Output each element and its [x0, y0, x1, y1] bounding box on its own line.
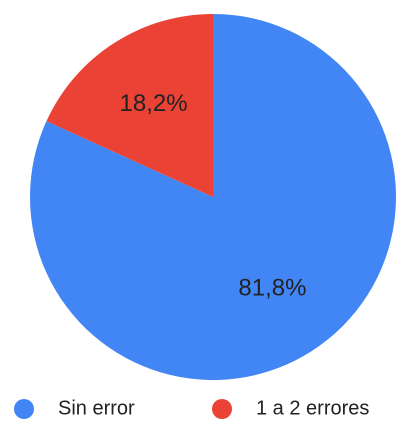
- slice-label: 81,8%: [238, 275, 306, 302]
- legend-swatch: [212, 399, 232, 419]
- legend-label: Sin error: [58, 397, 135, 419]
- legend-swatch: [14, 399, 34, 419]
- slice-label: 18,2%: [120, 90, 188, 117]
- legend-label: 1 a 2 errores: [256, 397, 369, 419]
- pie-slice: [46, 14, 213, 197]
- pie-slice: [29, 14, 397, 381]
